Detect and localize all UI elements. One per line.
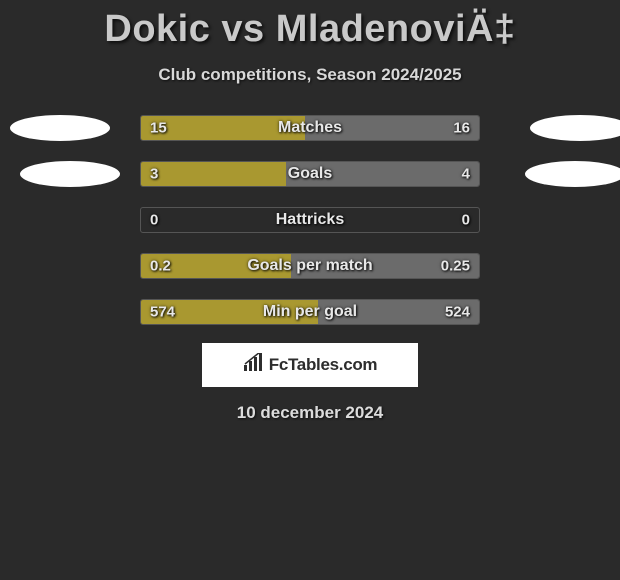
player-left-icon (20, 161, 120, 187)
value-left: 0 (150, 212, 158, 229)
comparison-row: 574524Min per goal (0, 297, 620, 327)
value-right: 4 (462, 166, 470, 183)
logo-chart-icon (243, 353, 265, 378)
logo-box[interactable]: FcTables.com (202, 343, 418, 387)
bar-track (140, 161, 480, 187)
bar-track (140, 207, 480, 233)
player-left-icon (10, 115, 110, 141)
player-right-icon (530, 115, 620, 141)
date-label: 10 december 2024 (0, 403, 620, 423)
comparison-chart: 1516Matches34Goals00Hattricks0.20.25Goal… (0, 113, 620, 327)
comparison-row: 0.20.25Goals per match (0, 251, 620, 281)
comparison-row: 00Hattricks (0, 205, 620, 235)
bar-track (140, 253, 480, 279)
player-right-icon (525, 161, 620, 187)
value-left: 15 (150, 120, 167, 137)
comparison-row: 1516Matches (0, 113, 620, 143)
value-left: 3 (150, 166, 158, 183)
page-title: Dokic vs MladenoviÄ‡ (0, 0, 620, 51)
logo-text: FcTables.com (269, 355, 378, 375)
value-left: 0.2 (150, 258, 171, 275)
subtitle: Club competitions, Season 2024/2025 (0, 65, 620, 85)
value-right: 0 (462, 212, 470, 229)
bar-fill-left (141, 162, 286, 186)
value-right: 16 (453, 120, 470, 137)
value-left: 574 (150, 304, 175, 321)
comparison-row: 34Goals (0, 159, 620, 189)
value-right: 524 (445, 304, 470, 321)
bar-track (140, 299, 480, 325)
bar-fill-right (286, 162, 479, 186)
value-right: 0.25 (441, 258, 470, 275)
bar-track (140, 115, 480, 141)
